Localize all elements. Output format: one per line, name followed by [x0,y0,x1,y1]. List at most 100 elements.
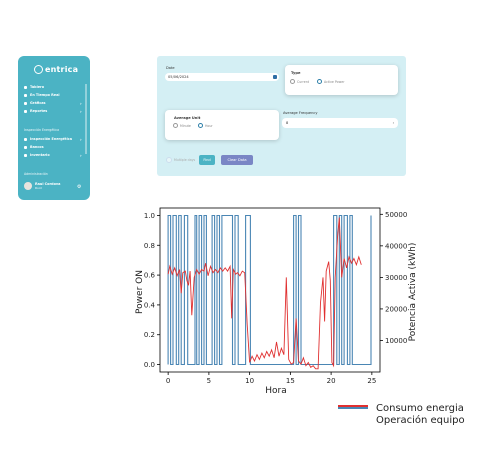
chart-legend: Consumo energia Operación equipo [338,402,465,426]
chevron-right-icon: › [392,121,394,125]
average-frequency-value: 8 [286,121,289,125]
sidebar-item-label: Reportes [30,109,48,113]
sidebar-item-label: Gráficas [30,101,46,105]
radio-label: Hour [205,123,213,128]
date-input[interactable]: 05/06/2024 [165,73,279,81]
date-value: 05/06/2024 [168,75,189,79]
radio-label: Minute [180,123,191,128]
sidebar-item-label: Bancos [30,145,44,149]
x-tick-label: 15 [286,377,295,385]
type-option-active-power[interactable]: Active Power [317,79,345,84]
type-card: Type Current Active Power [285,65,398,95]
logo: entrica [34,62,78,76]
average-unit-label: Average Unit [174,116,201,120]
chevron-right-icon: › [80,152,82,158]
y-right-tick-label: 50000 [385,211,407,219]
legend-swatch-operacion [338,407,368,409]
axes-layer: 0 5 10 15 20 25 0.0 0.2 0.4 0.6 0.8 1.0 10000 20000 30… [144,211,407,385]
radio-button[interactable] [290,79,295,84]
avatar [24,182,32,190]
user-role: Root [35,186,42,190]
logo-text: entrica [45,64,79,74]
user-name: Raul Cordova [35,182,61,186]
legend-label: Operación equipo [376,414,465,426]
document-icon [24,109,27,113]
x-tick-label: 10 [245,377,254,385]
home-icon [24,85,27,89]
sidebar-item-graficas[interactable]: Gráficas › [24,101,82,106]
y-right-tick-label: 40000 [385,242,407,250]
y-left-tick-label: 1.0 [144,212,155,220]
y-axis-left-label: Power ON [135,270,145,314]
radio-button-selected[interactable] [317,79,322,84]
x-tick-label: 20 [327,377,336,385]
multiple-days-toggle[interactable]: Multiple days [166,157,195,163]
calendar-icon[interactable] [273,75,277,79]
y-left-tick-label: 0.8 [144,242,155,250]
x-tick-label: 0 [166,377,170,385]
logo-icon [34,64,43,74]
checkbox[interactable] [166,157,172,163]
legend-item-consumo: Consumo energia [338,402,465,414]
plot-frame [159,207,381,373]
chevron-right-icon: › [80,108,82,114]
y-left-tick-label: 0.0 [144,361,155,369]
radio-label: Active Power [324,79,345,84]
x-axis-label: Hora [265,386,287,396]
chevron-right-icon: › [80,100,82,106]
y-axis-right-label: Potencia Activa (kWh) [408,243,418,342]
sidebar-item-inventario[interactable]: Inventario › [24,153,82,158]
inspect-icon [24,137,27,141]
series-line-consumo-energia [167,217,362,370]
y-left-tick-label: 0.6 [144,272,156,280]
clear-data-button[interactable]: Clear Data [221,155,253,165]
filter-panel: Date 05/06/2024 Type Current Active Powe… [157,56,406,176]
average-frequency-label: Average Frequency [283,111,318,115]
avg-unit-option-hour[interactable]: Hour [198,123,213,128]
radio-button[interactable] [173,123,178,128]
multiple-days-label: Multiple days [174,158,196,162]
section-title-admin: Administración [24,172,48,176]
legend-label: Consumo energia [376,402,464,414]
series-line-operacion-equipo [167,214,372,366]
sidebar-item-label: Tablero [30,85,45,89]
section-title-energy: Inspección Energética [24,128,60,132]
average-frequency-select[interactable]: 8 › [282,118,398,128]
gear-icon[interactable]: ⚙ [77,184,82,190]
sidebar-item-tablero[interactable]: Tablero [24,85,44,89]
legend-swatch-consumo [338,405,368,407]
sidebar-item-label: En Tiempo Real [30,93,60,97]
avg-unit-option-minute[interactable]: Minute [173,123,191,128]
y-left-tick-label: 0.2 [144,331,155,339]
y-right-tick-label: 30000 [385,274,407,282]
sidebar-item-bancos[interactable]: Bancos [24,145,44,149]
sidebar: entrica Tablero En Tiempo Real Gráficas … [18,56,90,200]
legend-item-operacion: Operación equipo [338,414,465,426]
sidebar-item-tiempo-real[interactable]: En Tiempo Real [24,93,60,97]
lightning-icon [24,93,27,97]
y-left-tick-label: 0.4 [144,301,156,309]
y-right-tick-label: 20000 [385,305,407,313]
chart-icon [24,101,27,105]
y-right-tick-label: 10000 [385,337,407,345]
chevron-right-icon: › [80,136,82,142]
series-layer [167,214,372,370]
radio-button-selected[interactable] [198,123,203,128]
radio-label: Current [297,79,309,84]
sidebar-item-label: Inspección Energética [30,137,73,141]
date-label: Date [166,66,175,70]
sidebar-scrollbar[interactable] [85,84,87,154]
type-label: Type [291,71,301,75]
sidebar-item-inspeccion[interactable]: Inspección Energética › [24,137,82,142]
power-chart: 0 5 10 15 20 25 0.0 0.2 0.4 0.6 0.8 1.0 10000 20000 30… [135,207,418,396]
x-tick-label: 25 [367,377,376,385]
find-button[interactable]: Find [199,155,215,165]
inventory-icon [24,153,27,157]
average-unit-card: Average Unit Minute Hour [165,110,279,140]
sidebar-item-reportes[interactable]: Reportes › [24,109,82,114]
bank-icon [24,145,27,149]
sidebar-item-label: Inventario [30,153,50,157]
x-tick-label: 5 [207,377,211,385]
type-option-current[interactable]: Current [290,79,309,84]
user-profile[interactable]: Raul Cordova Root [24,182,60,190]
